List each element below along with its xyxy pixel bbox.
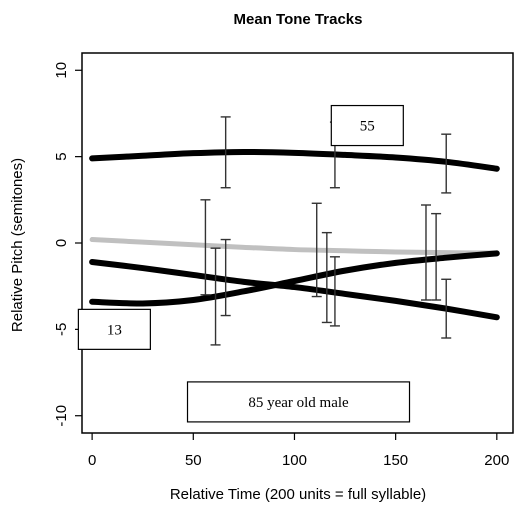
error-bar xyxy=(420,204,431,301)
tone-track-line xyxy=(89,250,500,307)
x-tick-label: 200 xyxy=(484,452,509,469)
error-bar-layer xyxy=(200,116,452,346)
y-tick-label: -10 xyxy=(53,405,70,427)
error-bar xyxy=(220,238,231,317)
error-bar xyxy=(200,199,211,296)
annotation-label: 13 xyxy=(107,322,122,338)
error-bar xyxy=(220,116,231,189)
error-bar xyxy=(431,212,442,301)
y-tick-label: 0 xyxy=(53,239,70,247)
error-bar xyxy=(321,231,332,324)
annotation-layer: 55 13 85 year old male xyxy=(77,104,411,423)
error-bar xyxy=(311,202,322,298)
annotation-box: 55 xyxy=(330,104,404,147)
tone-track-line xyxy=(89,237,500,256)
annotation-box: 13 xyxy=(77,308,151,350)
error-bar xyxy=(210,247,221,346)
y-axis-label: Relative Pitch (semitones) xyxy=(9,158,26,332)
annotation-label: 85 year old male xyxy=(248,395,349,411)
x-axis-label: Relative Time (200 units = full syllable… xyxy=(170,486,426,503)
axis-ticks: 0 50 100 150 200 -10 -5 0 5 10 xyxy=(53,62,509,469)
x-tick-label: 50 xyxy=(185,452,202,469)
chart-title: Mean Tone Tracks xyxy=(234,11,363,28)
y-tick-label: 10 xyxy=(53,62,70,79)
error-bar xyxy=(441,133,452,194)
x-tick-label: 0 xyxy=(88,452,96,469)
tone-track-line xyxy=(89,259,500,321)
annotation-box: 85 year old male xyxy=(186,381,411,423)
x-tick-label: 150 xyxy=(383,452,408,469)
tone-track-line xyxy=(89,148,500,172)
error-bar xyxy=(329,256,340,327)
error-bar xyxy=(441,278,452,339)
annotation-label: 55 xyxy=(360,119,375,135)
y-tick-label: 5 xyxy=(53,152,70,160)
y-tick-label: -5 xyxy=(53,323,70,336)
series-layer xyxy=(89,148,500,321)
x-tick-label: 100 xyxy=(282,452,307,469)
